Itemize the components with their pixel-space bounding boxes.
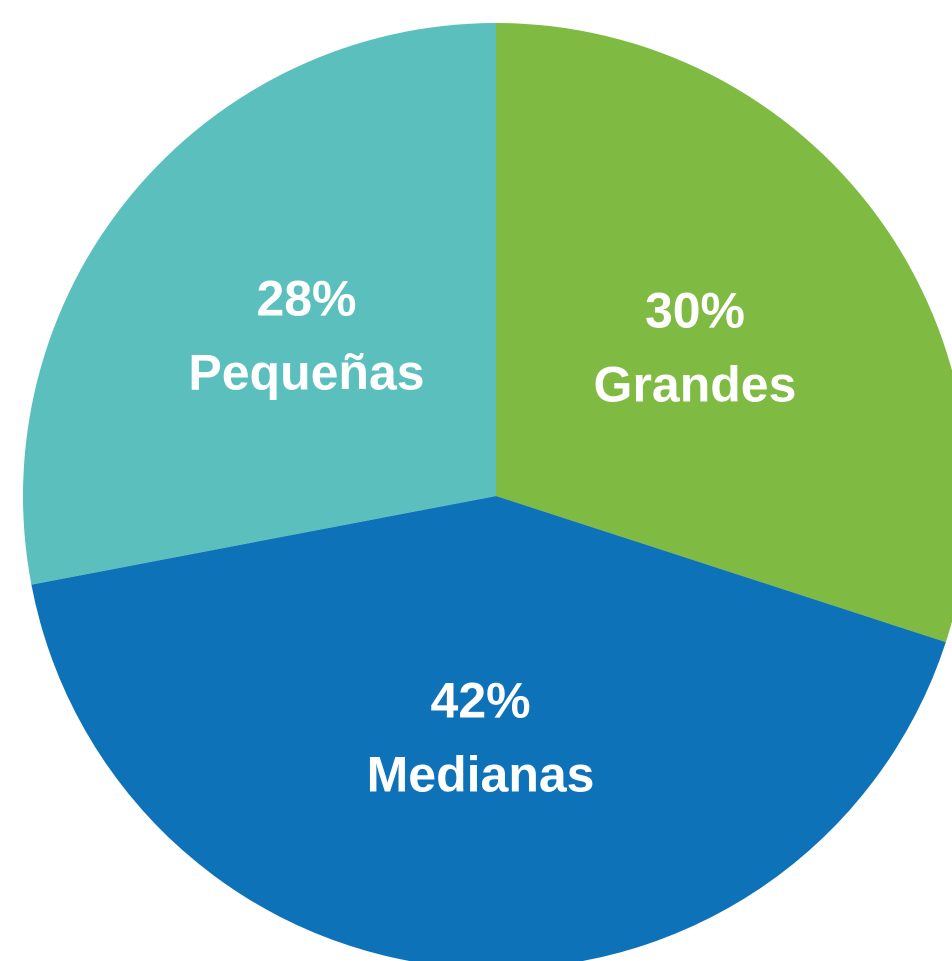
slice-category-label: Medianas xyxy=(367,747,595,803)
pie-slice xyxy=(496,23,952,643)
pie-slice xyxy=(22,23,497,585)
slice-value-label: 28% xyxy=(256,270,356,326)
slice-category-label: Pequeñas xyxy=(188,344,424,400)
slice-value-label: 30% xyxy=(645,283,745,339)
slice-category-label: Grandes xyxy=(594,357,797,413)
pie-slice xyxy=(31,496,946,961)
slice-value-label: 42% xyxy=(431,673,531,729)
